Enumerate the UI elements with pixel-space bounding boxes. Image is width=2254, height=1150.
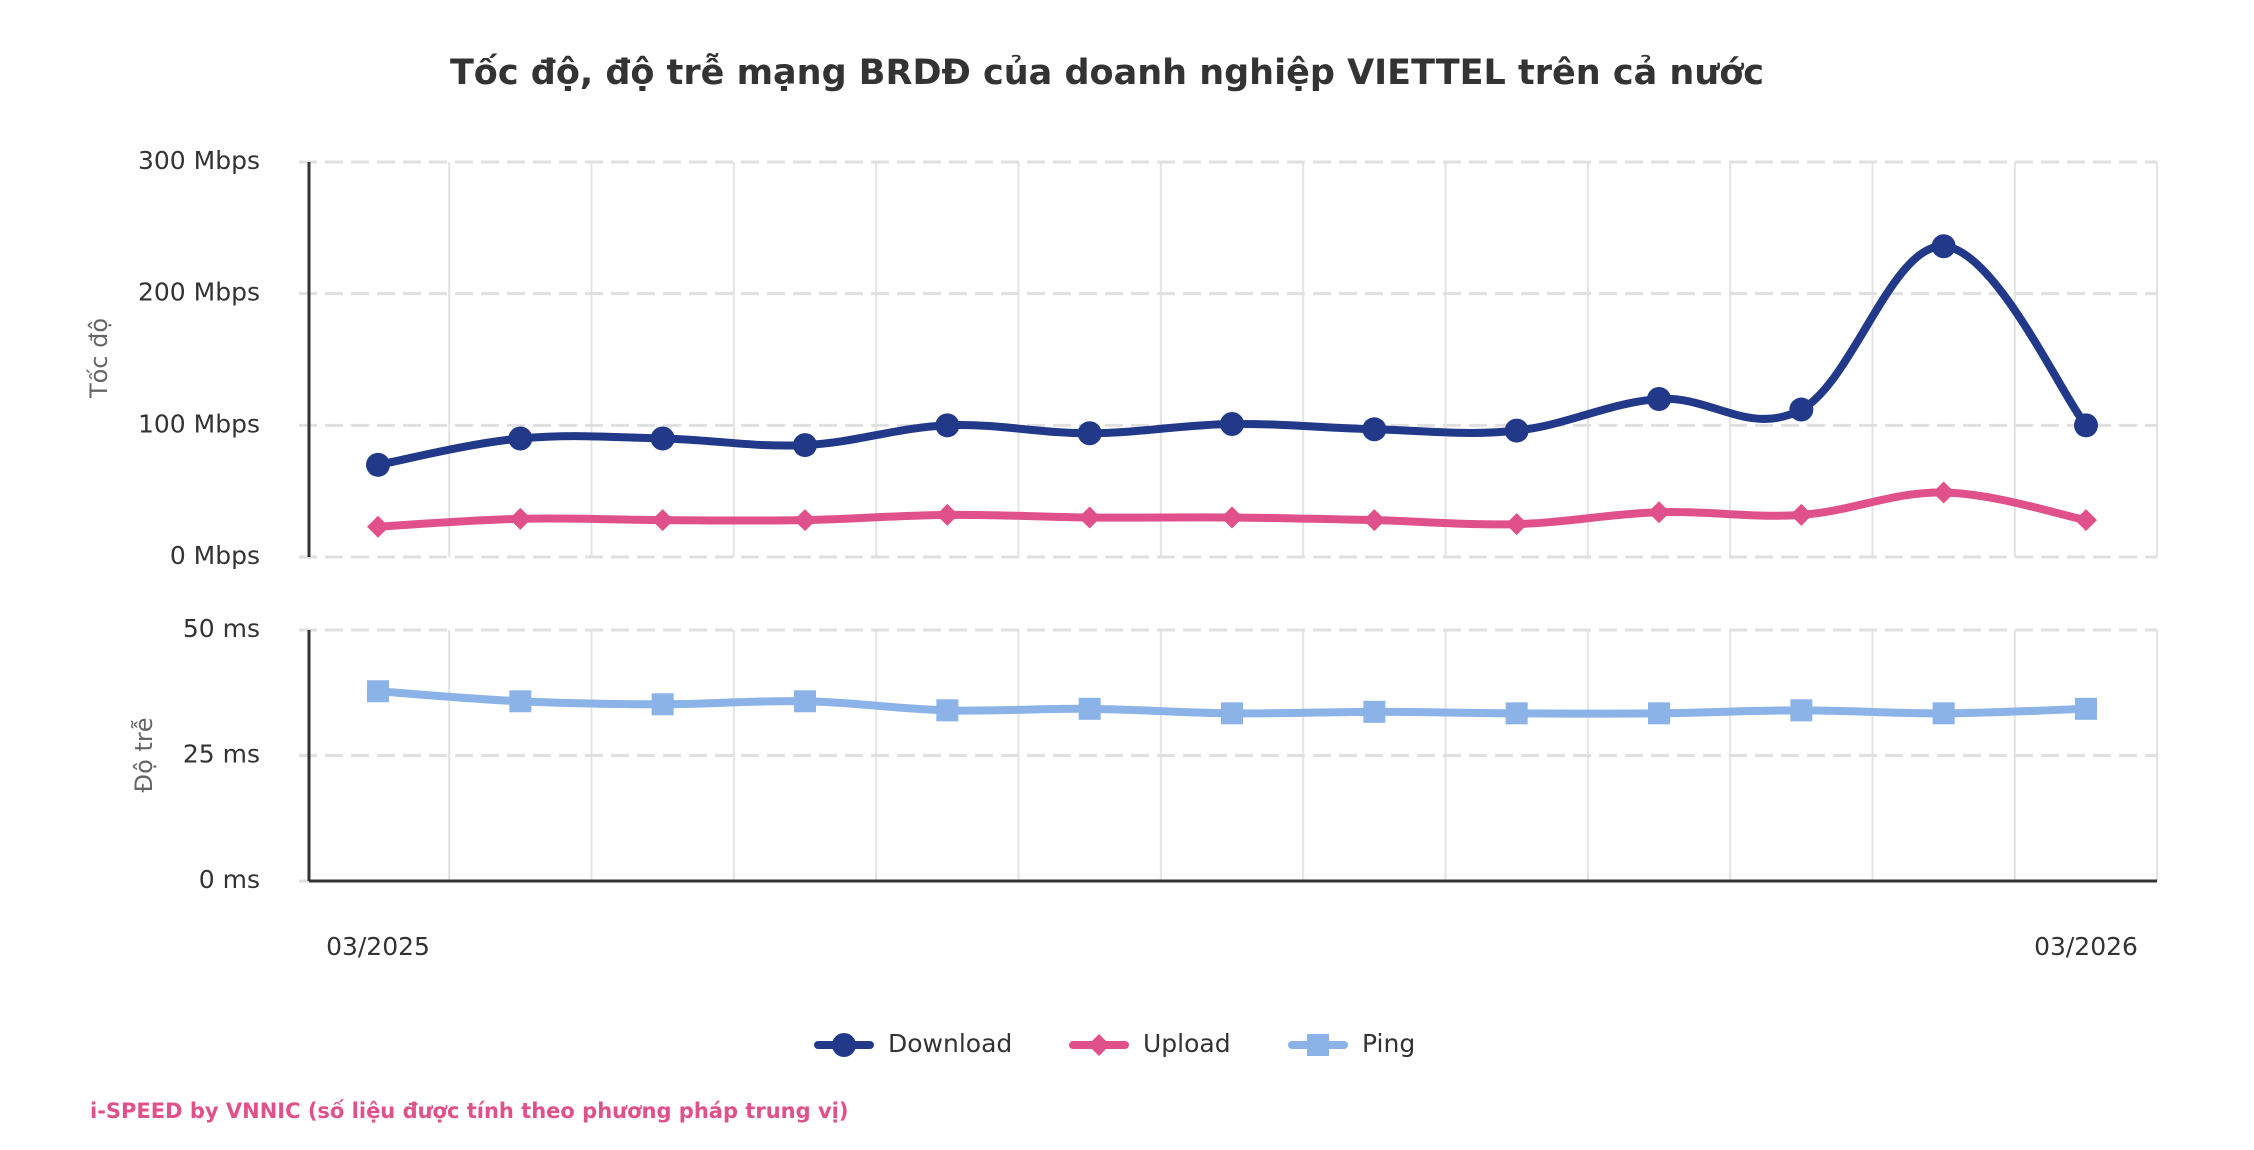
marker — [367, 680, 389, 703]
marker — [1789, 397, 1814, 422]
marker — [1647, 387, 1671, 411]
marker — [1932, 481, 1955, 504]
x-tick-label: 03/2026 — [2034, 932, 2138, 961]
marker — [508, 426, 533, 451]
y-tick-label: 300 Mbps — [138, 146, 260, 175]
marker — [935, 413, 960, 438]
legend-item[interactable]: Ping — [1288, 1029, 1415, 1058]
marker — [1088, 1034, 1110, 1056]
marker — [366, 452, 390, 477]
marker — [2075, 697, 2097, 720]
marker — [936, 699, 959, 722]
marker — [650, 426, 675, 451]
marker — [1931, 234, 1956, 259]
y-tick-label: 0 ms — [199, 865, 260, 894]
marker — [832, 1033, 856, 1057]
marker — [509, 507, 532, 530]
legend-item[interactable]: Upload — [1069, 1029, 1231, 1058]
marker — [1363, 509, 1386, 532]
marker — [1504, 418, 1529, 443]
marker — [1932, 702, 1955, 725]
marker — [1221, 702, 1243, 725]
marker — [651, 509, 674, 532]
marker — [2075, 509, 2097, 532]
marker — [794, 690, 816, 713]
marker — [1790, 699, 1813, 722]
y-tick-label: 50 ms — [183, 614, 260, 643]
marker — [1648, 501, 1670, 524]
legend-item[interactable]: Download — [814, 1029, 1012, 1058]
marker — [1790, 503, 1813, 526]
y2-axis-label: Độ trễ — [129, 718, 158, 793]
marker — [1648, 702, 1670, 725]
marker — [1363, 700, 1386, 723]
chart-title: Tốc độ, độ trễ mạng BRDĐ của doanh nghiệ… — [450, 52, 1764, 93]
marker — [1220, 412, 1244, 437]
y-tick-label: 100 Mbps — [138, 409, 260, 438]
marker — [1505, 702, 1528, 725]
legend-label: Upload — [1143, 1029, 1231, 1058]
y-tick-label: 0 Mbps — [170, 541, 260, 570]
marker — [1362, 417, 1387, 442]
caption: i-SPEED by VNNIC (số liệu được tính theo… — [90, 1099, 848, 1123]
marker — [367, 515, 389, 538]
y-tick-label: 25 ms — [183, 740, 260, 769]
marker — [794, 509, 816, 532]
x-tick-label: 03/2025 — [326, 932, 430, 961]
marker — [936, 503, 959, 526]
legend-label: Ping — [1362, 1029, 1415, 1058]
marker — [1078, 697, 1101, 720]
marker — [1307, 1034, 1329, 1056]
marker — [509, 690, 532, 713]
marker — [1505, 513, 1528, 536]
legend-label: Download — [888, 1029, 1012, 1058]
marker — [1221, 506, 1243, 529]
marker — [1078, 506, 1101, 529]
y-axis-label: Tốc độ — [85, 318, 113, 399]
marker — [651, 693, 674, 716]
marker — [2074, 413, 2098, 438]
marker — [793, 433, 817, 458]
marker — [1077, 421, 1102, 446]
y-tick-label: 200 Mbps — [138, 278, 260, 307]
